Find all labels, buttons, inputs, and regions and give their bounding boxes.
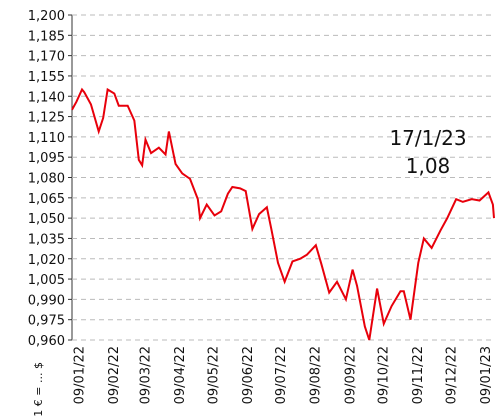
y-tick-label: 0,990: [28, 293, 65, 308]
y-axis-label: 1 € = ... $: [32, 362, 45, 417]
y-tick-label: 1,050: [28, 212, 65, 227]
y-tick-label: 1,110: [28, 131, 65, 146]
y-tick-label: 1,125: [28, 111, 65, 126]
y-tick-label: 1,035: [28, 232, 65, 247]
y-tick-label: 1,185: [28, 29, 65, 44]
x-tick-label: 09/08/22: [309, 346, 324, 404]
y-tick-label: 1,005: [28, 273, 65, 288]
y-tick-label: 1,095: [28, 151, 65, 166]
y-tick-label: 0,960: [28, 334, 65, 349]
x-tick-label: 09/06/22: [241, 346, 256, 404]
x-tick-label: 09/04/22: [173, 346, 188, 404]
x-tick-label: 09/01/22: [73, 346, 88, 404]
x-tick-label: 09/03/22: [138, 346, 153, 404]
x-tick-label: 09/05/22: [206, 346, 221, 404]
y-tick-label: 1,080: [28, 172, 65, 187]
y-tick-label: 1,140: [28, 90, 65, 105]
y-tick-label: 1,065: [28, 192, 65, 207]
y-tick-label: 1,200: [28, 9, 65, 24]
y-tick-label: 1,155: [28, 70, 65, 85]
x-tick-label: 09/07/22: [274, 346, 289, 404]
x-tick-label: 09/11/22: [411, 346, 426, 404]
annotation: 1,08: [406, 154, 451, 178]
x-tick-label: 09/02/22: [107, 346, 122, 404]
x-tick-label: 09/12/22: [445, 346, 460, 404]
y-tick-label: 0,975: [28, 314, 65, 329]
y-tick-label: 1,170: [28, 50, 65, 65]
annotation: 17/1/23: [389, 126, 466, 150]
x-tick-label: 09/10/22: [377, 346, 392, 404]
line: [71, 87, 495, 341]
y-tick-label: 1,020: [28, 253, 65, 268]
x-tick-label: 09/01/23: [479, 346, 494, 404]
x-tick-label: 09/09/22: [343, 346, 358, 404]
